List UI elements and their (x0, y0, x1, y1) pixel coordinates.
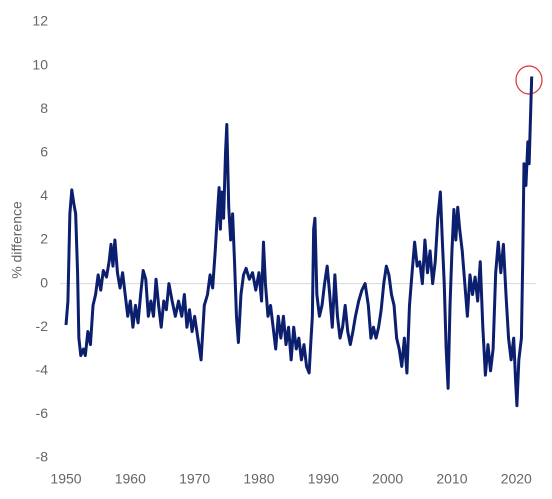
y-tick-label: 2 (40, 231, 48, 247)
y-tick-label: -2 (36, 318, 49, 334)
y-tick-label: 12 (32, 13, 48, 29)
x-tick-label: 1990 (308, 471, 339, 487)
y-tick-label: -6 (36, 405, 49, 421)
highlight-circle (515, 65, 543, 95)
y-tick-label: 4 (40, 187, 48, 203)
x-tick-label: 2010 (436, 471, 467, 487)
y-axis-label: % difference (9, 201, 25, 279)
y-tick-label: 8 (40, 100, 48, 116)
y-tick-label: -4 (36, 362, 49, 378)
y-tick-label: 6 (40, 144, 48, 160)
x-tick-label: 1960 (115, 471, 146, 487)
x-tick-label: 1970 (179, 471, 210, 487)
x-tick-label: 1980 (243, 471, 274, 487)
x-tick-label: 2020 (501, 471, 532, 487)
x-tick-label: 2000 (372, 471, 403, 487)
y-tick-label: -8 (36, 449, 49, 465)
data-line (64, 76, 534, 408)
y-tick-label: 0 (40, 274, 48, 290)
y-tick-label: 10 (32, 56, 48, 72)
x-tick-label: 1950 (50, 471, 81, 487)
